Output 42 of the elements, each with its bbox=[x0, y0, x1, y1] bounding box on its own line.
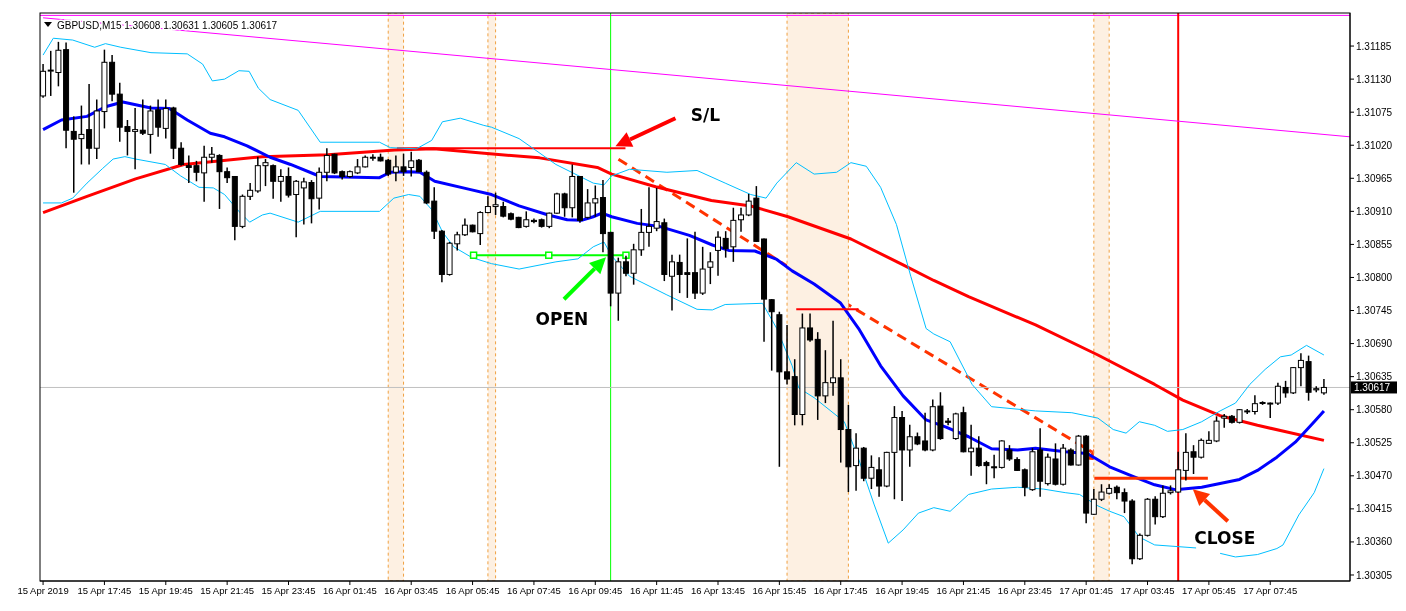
annotation: OPEN bbox=[535, 309, 589, 330]
y-tick-label: 1.30470 bbox=[1356, 470, 1393, 482]
x-tick-label: 17 Apr 01:45 bbox=[1059, 584, 1114, 596]
x-tick-label: 15 Apr 2019 bbox=[17, 584, 69, 596]
x-tick-label: 16 Apr 21:45 bbox=[936, 584, 991, 596]
x-tick-label: 16 Apr 11:45 bbox=[630, 584, 684, 596]
y-tick-label: 1.30800 bbox=[1356, 272, 1393, 284]
y-tick-label: 1.30635 bbox=[1356, 371, 1393, 383]
x-tick-label: 16 Apr 07:45 bbox=[506, 584, 561, 596]
x-tick-label: 16 Apr 15:45 bbox=[752, 584, 807, 596]
x-tick-label: 16 Apr 01:45 bbox=[322, 584, 377, 596]
x-tick-label: 15 Apr 19:45 bbox=[138, 584, 193, 596]
x-tick-label: 17 Apr 07:45 bbox=[1243, 584, 1298, 596]
x-tick-label: 15 Apr 23:45 bbox=[261, 584, 316, 596]
y-tick-label: 1.30580 bbox=[1356, 404, 1393, 416]
y-tick-label: 1.30305 bbox=[1356, 569, 1393, 581]
x-tick-label: 15 Apr 17:45 bbox=[77, 584, 132, 596]
x-tick-label: 17 Apr 03:45 bbox=[1120, 584, 1175, 596]
annotation: CLOSE bbox=[1194, 528, 1256, 549]
y-tick-label: 1.30415 bbox=[1356, 503, 1393, 515]
x-tick-label: 16 Apr 13:45 bbox=[691, 584, 745, 596]
y-tick-label: 1.31020 bbox=[1356, 139, 1393, 151]
x-tick-label: 16 Apr 03:45 bbox=[384, 584, 439, 596]
annotation: S/L bbox=[690, 105, 721, 126]
x-tick-label: 16 Apr 23:45 bbox=[997, 584, 1052, 596]
x-tick-label: 16 Apr 17:45 bbox=[813, 584, 868, 596]
y-tick-label: 1.31075 bbox=[1356, 106, 1393, 118]
y-tick-label: 1.30690 bbox=[1356, 338, 1393, 350]
y-tick-label: 1.30525 bbox=[1356, 437, 1393, 449]
y-tick-label: 1.30965 bbox=[1356, 172, 1393, 184]
x-tick-label: 15 Apr 21:45 bbox=[200, 584, 255, 596]
x-tick-label: 16 Apr 05:45 bbox=[445, 584, 500, 596]
y-tick-label: 1.30360 bbox=[1356, 536, 1393, 548]
y-tick-label: 1.30745 bbox=[1356, 305, 1393, 317]
x-tick-label: 17 Apr 05:45 bbox=[1181, 584, 1236, 596]
ref-line-label: 1.30617 bbox=[1354, 382, 1391, 394]
x-tick-label: 16 Apr 09:45 bbox=[568, 584, 623, 596]
x-tick-label: 16 Apr 19:45 bbox=[875, 584, 930, 596]
y-tick-label: 1.31185 bbox=[1356, 40, 1392, 52]
y-tick-label: 1.30910 bbox=[1356, 205, 1393, 217]
y-tick-label: 1.31130 bbox=[1356, 73, 1392, 85]
y-tick-label: 1.30855 bbox=[1356, 238, 1393, 250]
